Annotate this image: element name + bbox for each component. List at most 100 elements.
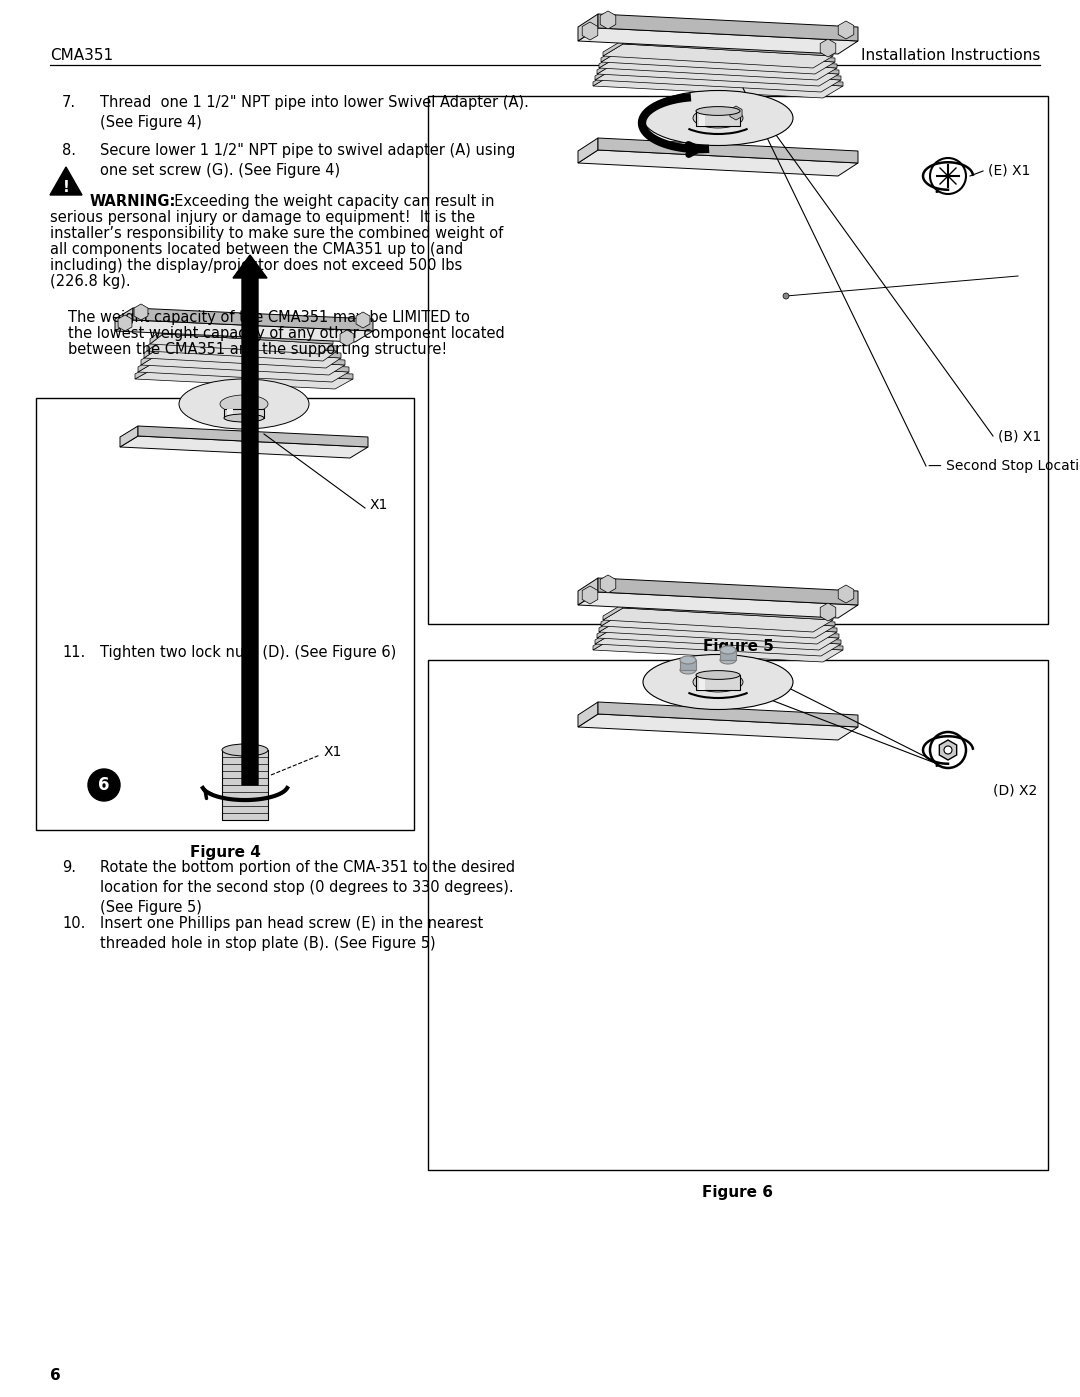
- Polygon shape: [578, 28, 858, 54]
- Ellipse shape: [643, 91, 793, 145]
- Text: serious personal injury or damage to equipment!  It is the: serious personal injury or damage to equ…: [50, 210, 475, 225]
- Polygon shape: [144, 348, 341, 367]
- Ellipse shape: [222, 745, 268, 756]
- Polygon shape: [156, 358, 349, 372]
- Bar: [222, 750, 268, 820]
- Text: Insert one Phillips pan head screw (E) in the nearest
threaded hole in stop plat: Insert one Phillips pan head screw (E) i…: [100, 916, 483, 951]
- Polygon shape: [150, 330, 163, 344]
- Polygon shape: [600, 610, 621, 626]
- Polygon shape: [600, 615, 835, 638]
- Polygon shape: [619, 616, 837, 631]
- Ellipse shape: [643, 655, 793, 710]
- Polygon shape: [147, 341, 337, 360]
- Text: The weight capacity of the CMA351 may be LIMITED to: The weight capacity of the CMA351 may be…: [68, 310, 470, 326]
- Polygon shape: [578, 714, 858, 740]
- Polygon shape: [163, 330, 333, 344]
- Polygon shape: [597, 59, 617, 74]
- Polygon shape: [603, 604, 623, 620]
- Polygon shape: [138, 426, 368, 447]
- Polygon shape: [598, 703, 858, 726]
- Bar: [720, 650, 735, 659]
- Text: 9.: 9.: [62, 861, 76, 875]
- Polygon shape: [114, 320, 373, 342]
- Polygon shape: [578, 14, 598, 41]
- Ellipse shape: [696, 671, 740, 679]
- Polygon shape: [603, 608, 833, 631]
- Bar: [428, 96, 1048, 624]
- Text: Exceeding the weight capacity can result in: Exceeding the weight capacity can result…: [165, 194, 495, 210]
- Bar: [428, 659, 1048, 1171]
- Ellipse shape: [693, 672, 743, 692]
- Text: 7.: 7.: [62, 95, 76, 110]
- Polygon shape: [138, 362, 349, 381]
- Circle shape: [87, 768, 120, 800]
- Polygon shape: [578, 138, 598, 163]
- Text: Thread  one 1 1/2" NPT pipe into lower Swivel Adapter (A).
(See Figure 4): Thread one 1 1/2" NPT pipe into lower Sw…: [100, 95, 529, 130]
- Polygon shape: [613, 634, 843, 650]
- Polygon shape: [135, 369, 353, 388]
- Ellipse shape: [179, 379, 309, 429]
- Text: Figure 6: Figure 6: [702, 1185, 773, 1200]
- Bar: [699, 675, 705, 690]
- Polygon shape: [597, 626, 839, 650]
- Polygon shape: [595, 629, 615, 644]
- Polygon shape: [593, 634, 613, 650]
- Polygon shape: [599, 52, 619, 68]
- Polygon shape: [613, 70, 843, 87]
- Text: 10.: 10.: [62, 916, 85, 930]
- Bar: [699, 110, 705, 126]
- Ellipse shape: [224, 414, 264, 422]
- Text: between the CMA351 and the supporting structure!: between the CMA351 and the supporting st…: [68, 342, 447, 358]
- Polygon shape: [141, 351, 157, 365]
- Bar: [36, 398, 414, 830]
- Bar: [224, 409, 264, 418]
- Circle shape: [930, 732, 966, 768]
- Polygon shape: [147, 337, 161, 351]
- Polygon shape: [161, 337, 337, 351]
- Polygon shape: [150, 334, 333, 353]
- Polygon shape: [600, 50, 835, 74]
- Polygon shape: [233, 256, 267, 785]
- Polygon shape: [595, 631, 841, 657]
- Ellipse shape: [220, 395, 268, 414]
- Polygon shape: [593, 74, 843, 98]
- Text: 8.: 8.: [62, 142, 76, 158]
- Circle shape: [783, 293, 789, 299]
- Text: installer’s responsibility to make sure the combined weight of: installer’s responsibility to make sure …: [50, 226, 503, 242]
- Polygon shape: [141, 355, 345, 374]
- Text: X1: X1: [324, 745, 342, 759]
- Text: 6: 6: [98, 775, 110, 793]
- Ellipse shape: [720, 645, 735, 654]
- Bar: [696, 110, 740, 126]
- Circle shape: [944, 746, 951, 754]
- Text: 11.: 11.: [62, 645, 85, 659]
- Polygon shape: [578, 149, 858, 176]
- Text: X1: X1: [370, 497, 389, 511]
- Ellipse shape: [696, 106, 740, 116]
- Polygon shape: [615, 64, 841, 80]
- Polygon shape: [133, 307, 373, 331]
- Text: !: !: [63, 179, 69, 194]
- Polygon shape: [135, 365, 153, 379]
- Polygon shape: [600, 46, 621, 61]
- Text: (226.8 kg).: (226.8 kg).: [50, 274, 131, 289]
- Text: Figure 4: Figure 4: [190, 845, 260, 859]
- Polygon shape: [617, 59, 839, 74]
- Text: all components located between the CMA351 up to (and: all components located between the CMA35…: [50, 242, 463, 257]
- Text: CMA351: CMA351: [50, 47, 113, 63]
- Polygon shape: [617, 622, 839, 638]
- Text: the lowest weight capacity of any other component located: the lowest weight capacity of any other …: [68, 326, 504, 341]
- Polygon shape: [114, 307, 133, 331]
- Polygon shape: [598, 138, 858, 163]
- Bar: [680, 659, 696, 671]
- Polygon shape: [603, 43, 833, 68]
- Polygon shape: [595, 64, 615, 80]
- Text: (D) X2: (D) X2: [993, 782, 1037, 798]
- Polygon shape: [120, 436, 368, 458]
- Text: (E) X1: (E) X1: [988, 163, 1030, 177]
- Polygon shape: [159, 344, 341, 358]
- Text: (B) X1: (B) X1: [998, 429, 1041, 443]
- Polygon shape: [595, 68, 841, 92]
- Polygon shape: [138, 358, 156, 372]
- Text: Installation Instructions: Installation Instructions: [861, 47, 1040, 63]
